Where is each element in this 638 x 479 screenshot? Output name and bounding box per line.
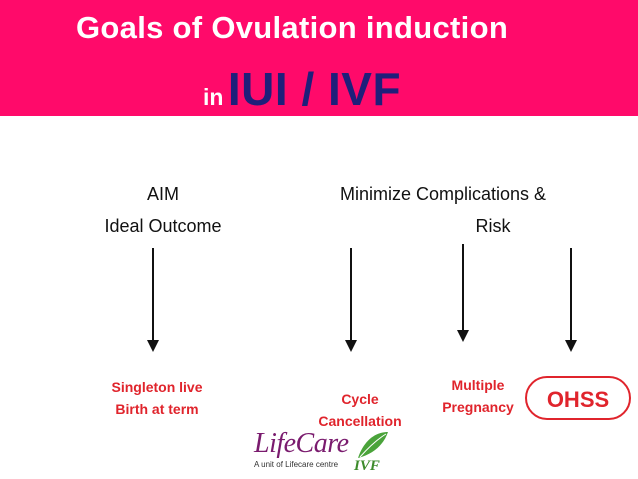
complications-label: Minimize Complications & xyxy=(339,184,547,204)
aim-label: AIM xyxy=(146,184,179,204)
arrow-ohss xyxy=(565,248,577,352)
singleton-line2: Birth at term xyxy=(115,401,199,417)
risk-label: Risk xyxy=(475,216,511,236)
ohss-badge: OHSS xyxy=(525,376,631,420)
multiple-line1: Multiple xyxy=(451,377,505,393)
cycle-cancellation-outcome: Cycle Cancellation xyxy=(308,388,412,432)
multiple-line2: Pregnancy xyxy=(442,399,514,415)
aim-heading: AIM Ideal Outcome xyxy=(93,178,233,242)
cycle-line2: Cancellation xyxy=(318,413,402,429)
title-banner xyxy=(0,0,638,116)
logo-subtitle: A unit of Lifecare centre xyxy=(254,460,339,469)
subtitle-main: IUI / IVF xyxy=(227,63,402,115)
leaf-icon xyxy=(358,432,388,458)
arrow-cycle-cancellation xyxy=(345,248,357,352)
arrow-ideal-outcome xyxy=(147,248,159,352)
arrow-multiple-pregnancy xyxy=(457,244,469,342)
cycle-line1: Cycle xyxy=(341,391,379,407)
slide-subtitle: in IUI / IVF xyxy=(203,62,401,116)
slide-title: Goals of Ovulation induction xyxy=(76,10,509,45)
multiple-pregnancy-outcome: Multiple Pregnancy xyxy=(436,374,520,418)
singleton-line1: Singleton live xyxy=(111,379,203,395)
ideal-outcome-label: Ideal Outcome xyxy=(104,216,222,236)
logo-ivf: IVF xyxy=(354,458,380,474)
complications-heading: Minimize Complications & Risk xyxy=(318,178,568,242)
singleton-outcome: Singleton live Birth at term xyxy=(98,376,216,420)
logo-text: LifeCare xyxy=(254,428,349,459)
lifecare-logo: LifeCare A unit of Lifecare centre IVF xyxy=(252,428,392,476)
subtitle-prefix: in xyxy=(203,84,224,110)
ohss-label: OHSS xyxy=(546,387,610,412)
